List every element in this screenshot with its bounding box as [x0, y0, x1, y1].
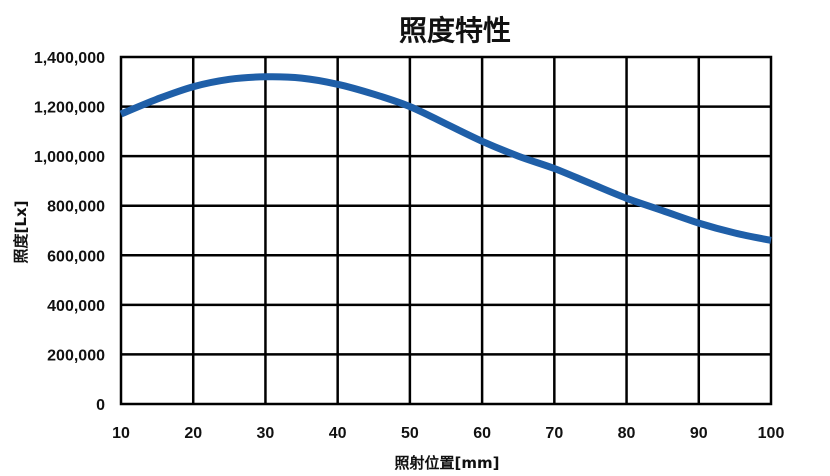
data-point	[481, 140, 483, 142]
data-point	[698, 222, 700, 224]
data-point	[409, 106, 411, 108]
x-tick-label: 40	[329, 425, 347, 442]
data-point	[156, 98, 158, 100]
x-axis-label: 照射位置[mm]	[395, 454, 500, 472]
chart-title: 照度特性	[399, 14, 511, 47]
y-axis-label: 照度[Lx]	[12, 201, 30, 264]
x-tick-label: 70	[545, 425, 563, 442]
plot-frame	[119, 55, 773, 406]
data-point	[770, 239, 772, 241]
data-point	[445, 123, 447, 125]
x-tick-label: 30	[257, 425, 275, 442]
grid	[119, 55, 773, 406]
series-group	[119, 73, 772, 244]
y-tick-label: 1,200,000	[34, 100, 105, 117]
data-point	[589, 182, 591, 184]
data-point	[517, 155, 519, 157]
data-point	[662, 210, 664, 212]
x-tick-label: 50	[401, 425, 419, 442]
data-point	[228, 78, 230, 80]
x-tick-label: 20	[184, 425, 202, 442]
data-point	[337, 83, 339, 85]
y-tick-label: 0	[96, 397, 105, 414]
data-point	[553, 168, 555, 170]
y-axis-ticks: 0 200,000 400,000 600,000 800,000 1,000,000 1,…	[34, 50, 105, 414]
x-tick-label: 60	[473, 425, 491, 442]
x-tick-label: 90	[690, 425, 708, 442]
y-tick-label: 800,000	[47, 199, 105, 216]
data-point	[301, 77, 303, 79]
x-tick-label: 10	[112, 425, 130, 442]
series-line	[119, 73, 772, 244]
y-tick-label: 1,400,000	[34, 50, 105, 67]
y-tick-label: 200,000	[47, 347, 105, 364]
data-point	[264, 76, 266, 78]
data-point	[373, 93, 375, 95]
data-point	[626, 197, 628, 199]
x-tick-label: 80	[618, 425, 636, 442]
y-tick-label: 1,000,000	[34, 149, 105, 166]
x-axis-ticks: 10 20 30 40 50 60 70 80 90 100	[112, 425, 784, 442]
data-point	[120, 113, 122, 115]
y-tick-label: 400,000	[47, 298, 105, 315]
data-point	[192, 86, 194, 88]
y-tick-label: 600,000	[47, 248, 105, 265]
x-tick-label: 100	[758, 425, 785, 442]
data-point	[734, 232, 736, 234]
